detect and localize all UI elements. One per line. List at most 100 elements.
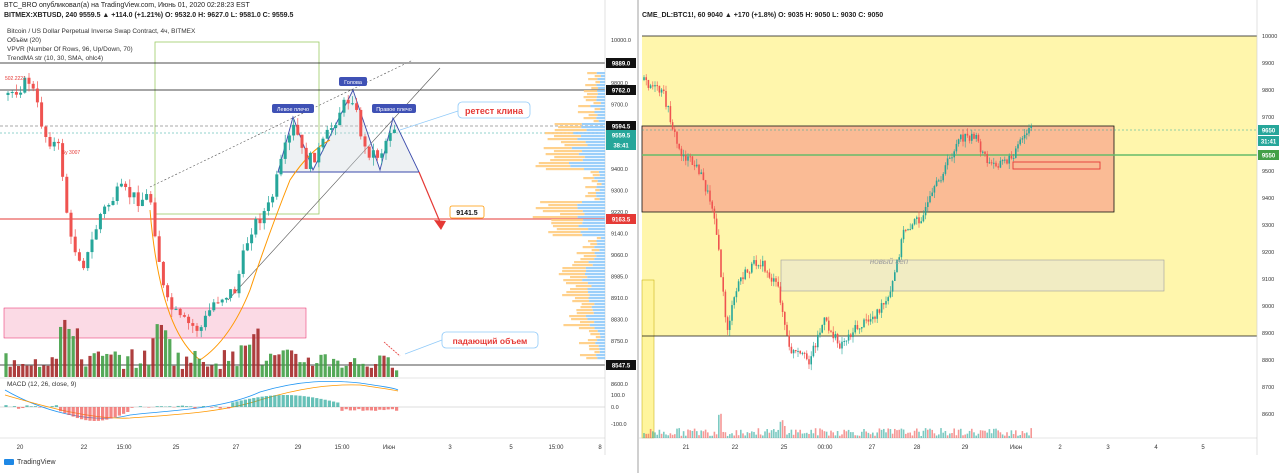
volume-bar [652,431,654,438]
candle-body [82,260,86,269]
candle-body [810,356,812,365]
left-time-ticks: 20 22 15:00 25 27 29 15:00 Июн 3 5 15:00 8 [17,445,603,451]
volume-bar [746,432,749,438]
macd-hist-bar [33,406,37,407]
candle-body [161,261,165,286]
volume-bar [786,434,788,438]
left-symbol-line: BITMEX:XBTUSD, 240 9559.5 ▲ +114.0 (+1.2… [4,12,294,19]
vpvr-bar-up [591,180,598,183]
vpvr-bar-down [592,309,605,312]
volume-bar [709,435,711,438]
volume-bar [845,431,848,438]
volume-bar [953,428,955,438]
candle-body [841,341,843,349]
volume-bar [680,435,683,438]
vpvr-bar-down [580,231,605,234]
macd-label[interactable]: MACD (12, 26, close, 9) [7,381,77,388]
volume-bar [821,429,823,438]
candle-body [241,250,245,274]
vpvr-bar-up [588,78,598,81]
candle-body [909,229,911,231]
price-tick-label: 10000 [1262,34,1277,40]
vpvr-bar-up [570,276,588,279]
indicator-vpvr[interactable]: VPVR (Number Of Rows, 96, Up/Down, 70) [7,46,133,53]
candle-body [792,350,795,354]
vpvr-bar-up [562,267,586,270]
candle-body [803,352,806,354]
price-tick-label: 8900 [1262,331,1274,337]
candle-body [852,332,854,338]
volume-bar [920,435,922,438]
candle-body [836,334,839,344]
vpvr-bar-down [585,315,605,318]
tradingview-footer[interactable]: TradingView [4,459,56,466]
macd-hist-bar [382,407,386,411]
volume-bar [38,366,42,377]
vpvr-bar-down [598,171,605,174]
candle-body [821,324,823,333]
vpvr-bar-down [597,114,605,117]
candle-body [960,134,962,140]
candle-body [1010,155,1013,159]
candle-body [916,217,918,220]
indicator-trendma[interactable]: TrendMA str (10, 30, SMA, ohlc4) [7,55,104,62]
vpvr-bar-down [596,99,605,102]
vpvr-bar-up [594,108,601,111]
vpvr-bar-up [564,144,588,147]
small-red-box [1012,161,1101,170]
candle-body [52,141,56,147]
volume-bar [707,432,709,438]
candle-body [825,317,828,321]
vpvr-bar-up [574,297,589,300]
candle-body [1004,159,1006,161]
candle-body [902,229,905,240]
candle-body [933,186,936,193]
volume-bar [814,428,817,438]
vpvr-bar-down [577,207,605,210]
volume-bar [357,364,361,377]
volume-bar [210,365,214,377]
volume-bar [905,433,907,438]
vpvr-bar-up [590,333,600,336]
candle-body [271,196,275,203]
volume-bar [929,428,931,438]
macd-hist-bar [92,407,96,421]
volume-bar [101,355,105,377]
volume-bar [812,433,815,438]
volume-bar [323,354,327,377]
vpvr-bar-up [563,324,590,327]
price-tick-label: 8600.0 [611,382,628,388]
volume-bar [700,430,702,438]
indicator-title[interactable]: Bitcoin / US Dollar Perpetual Inverse Sw… [7,28,196,35]
macd-hist-bar [117,407,121,416]
vpvr-bar-up [590,243,598,246]
volume-bar [176,352,180,377]
vpvr-bar-down [582,222,605,225]
volume-bar [687,429,689,438]
candle-body [691,156,694,165]
macd-hist-bar [21,407,25,409]
vpvr-bar-down [589,324,605,327]
macd-hist-bar [243,399,247,407]
vpvr-bar-up [587,240,597,243]
volume-bar [319,354,323,377]
panel-divider[interactable] [637,0,639,473]
volume-bar [766,429,768,438]
vpvr-bar-up [545,153,579,156]
candle-body [65,176,69,213]
price-tick-label: 9100 [1262,277,1274,283]
volume-bar [742,433,744,438]
candle-body [790,346,793,354]
candle-body [56,141,60,144]
candle-body [174,308,178,310]
volume-bar [654,432,656,438]
volume-bar [378,355,382,377]
volume-bar [645,433,647,438]
indicator-volume[interactable]: Объём (20) [7,37,42,44]
vpvr-bar-up [576,309,593,312]
volume-bar [1015,430,1017,438]
vpvr-bar-up [594,351,600,354]
candle-body [140,199,144,207]
price-badge [1258,150,1279,160]
volume-bar [361,363,365,377]
